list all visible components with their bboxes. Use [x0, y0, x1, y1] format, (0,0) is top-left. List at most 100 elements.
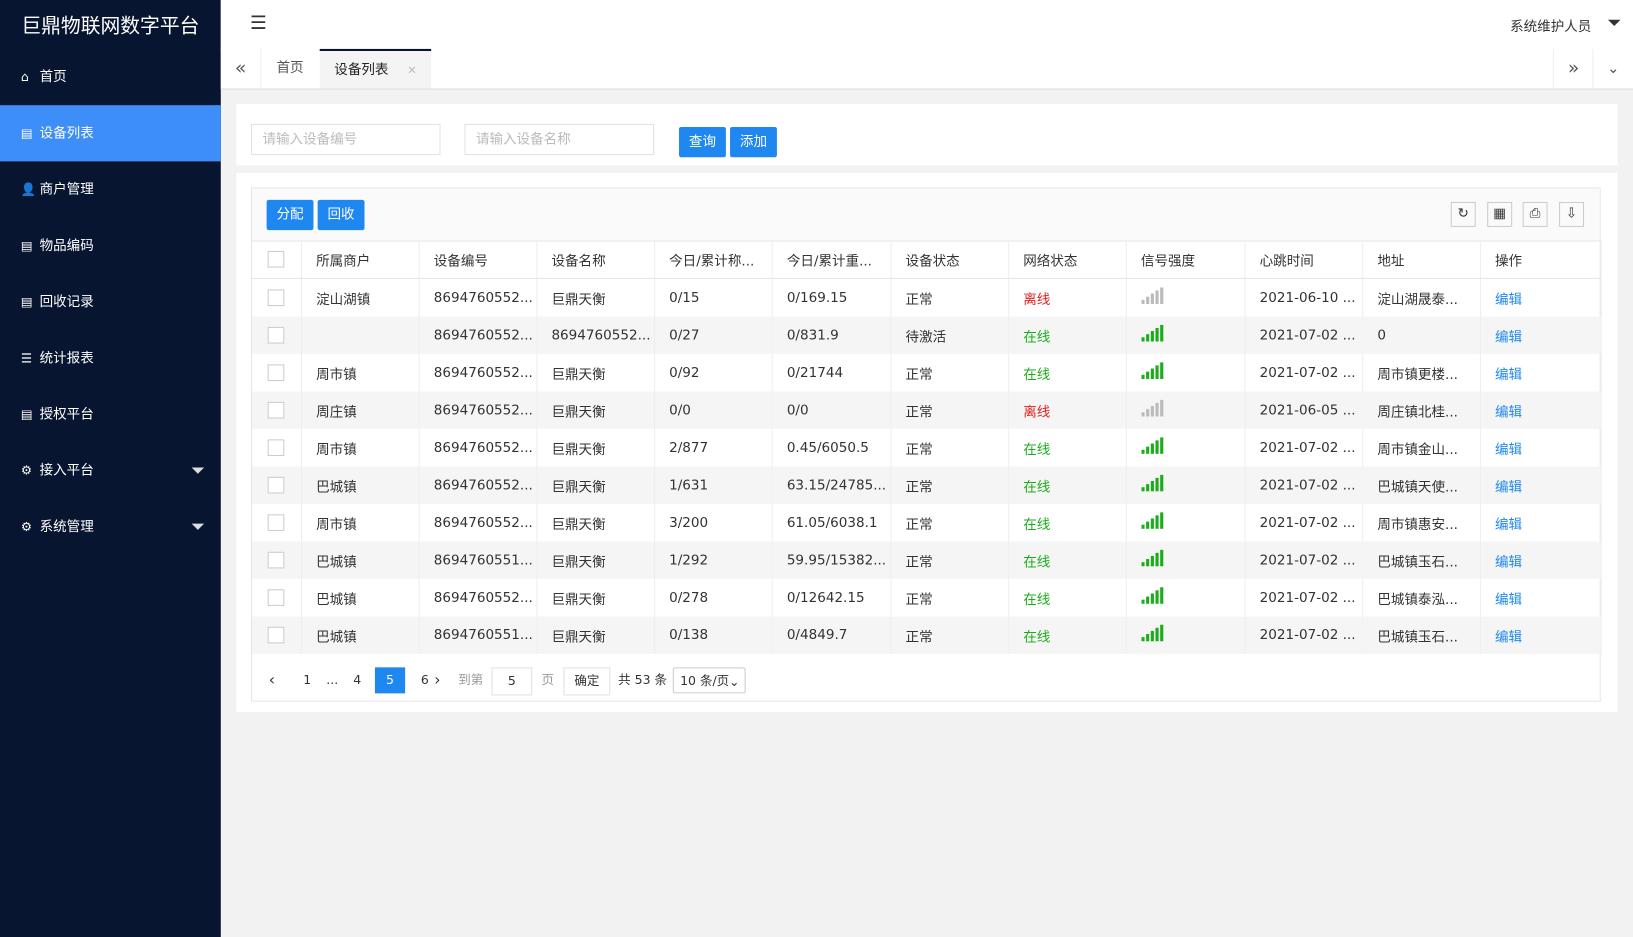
- search-card: 请输入设备编号 请输入设备名称 查询 添加: [236, 104, 1618, 166]
- recycle-button[interactable]: 回收: [317, 199, 365, 231]
- action-cell: 编辑: [1479, 278, 1602, 317]
- prev-page[interactable]: ‹: [268, 670, 275, 690]
- menu-item[interactable]: ⚙ 接入平台: [0, 442, 221, 498]
- address: 巴城镇天使...: [1377, 479, 1458, 496]
- export-icon[interactable]: ⇩: [1559, 201, 1585, 227]
- tab-next[interactable]: »: [1552, 48, 1594, 89]
- action[interactable]: 编辑: [1495, 591, 1523, 608]
- tab-menu[interactable]: ⌄: [1592, 48, 1633, 89]
- device-no-input[interactable]: 请输入设备编号: [250, 123, 441, 156]
- signal-bar: [1159, 587, 1163, 604]
- device-no-cell: 8694760552...: [418, 353, 537, 392]
- action[interactable]: 编辑: [1495, 366, 1523, 383]
- signal-bar: [1150, 406, 1154, 417]
- action[interactable]: 编辑: [1495, 441, 1523, 458]
- signal-bar: [1145, 559, 1149, 567]
- action[interactable]: 编辑: [1495, 479, 1523, 496]
- menu-item[interactable]: ⌂ 首页: [0, 49, 221, 105]
- count: 0/92: [669, 364, 700, 381]
- page-number[interactable]: 5: [374, 667, 406, 694]
- heartbeat-cell: 2021-07-02 ...: [1244, 616, 1363, 654]
- checkbox-cell: [252, 316, 302, 354]
- row-checkbox[interactable]: [267, 326, 285, 344]
- row-checkbox[interactable]: [267, 364, 285, 382]
- menu-item[interactable]: ▤ 物品编码: [0, 218, 221, 274]
- signal-bar: [1154, 627, 1159, 642]
- heartbeat: 2021-07-02 ...: [1259, 552, 1356, 568]
- confirm-button[interactable]: 确定: [563, 667, 611, 696]
- signal-icon: [1140, 287, 1163, 305]
- device-name: 巨鼎天衡: [551, 404, 606, 421]
- assign-button[interactable]: 分配: [266, 199, 314, 231]
- action[interactable]: 编辑: [1495, 629, 1523, 645]
- action-cell: 编辑: [1479, 466, 1602, 504]
- count: 0/278: [669, 589, 709, 606]
- status: 正常: [905, 441, 933, 458]
- merchant: 淀山湖镇: [316, 292, 371, 308]
- action[interactable]: 编辑: [1495, 404, 1523, 421]
- menu-item[interactable]: ▤ 授权平台: [0, 386, 221, 442]
- page-size-select[interactable]: 10 条/页 ⌄: [672, 667, 746, 694]
- address: 周市镇金山...: [1377, 441, 1458, 458]
- tab[interactable]: 设备列表 ✕: [319, 48, 432, 89]
- network-cell: 在线: [1008, 578, 1127, 617]
- row-checkbox[interactable]: [267, 626, 285, 644]
- select-arrow: ⌄: [728, 674, 740, 690]
- weight-cell: 0/21744: [771, 353, 891, 392]
- user-name[interactable]: 系统维护人员: [1510, 19, 1592, 36]
- action[interactable]: 编辑: [1495, 292, 1523, 308]
- menu-label: 系统管理: [39, 519, 94, 536]
- user-arrow[interactable]: [1607, 19, 1621, 32]
- device-name: 巨鼎天衡: [551, 441, 606, 458]
- row-checkbox[interactable]: [267, 589, 285, 606]
- signal-bar: [1145, 371, 1149, 379]
- goto-input[interactable]: 5: [491, 667, 533, 696]
- signal-cell: [1125, 391, 1246, 429]
- columns-icon[interactable]: ▦: [1487, 201, 1513, 227]
- menu-item[interactable]: ▤ 设备列表: [0, 105, 221, 162]
- action[interactable]: 编辑: [1495, 329, 1523, 346]
- menu-item[interactable]: ☰ 统计报表: [0, 330, 221, 386]
- row-checkbox[interactable]: [267, 551, 285, 569]
- device-name: 巨鼎天衡: [551, 629, 606, 645]
- tab-prev[interactable]: «: [221, 48, 262, 89]
- tab[interactable]: 首页: [260, 49, 319, 89]
- signal-icon: [1140, 624, 1163, 642]
- page-number[interactable]: 6: [420, 672, 429, 688]
- menu-item[interactable]: ▤ 回收记录: [0, 274, 221, 330]
- page-number[interactable]: 1: [303, 672, 312, 688]
- merchant-cell: 巴城镇: [300, 616, 420, 654]
- menu-item[interactable]: 👤 商户管理: [0, 161, 221, 217]
- status-cell: 正常: [890, 278, 1009, 317]
- action[interactable]: 编辑: [1495, 516, 1523, 533]
- select-all[interactable]: [267, 250, 285, 268]
- count: 0/27: [669, 327, 700, 344]
- action[interactable]: 编辑: [1495, 554, 1523, 571]
- menu-toggle[interactable]: ☰: [249, 12, 267, 35]
- row-checkbox[interactable]: [267, 476, 285, 494]
- row-checkbox[interactable]: [267, 401, 285, 419]
- action-cell: 编辑: [1479, 428, 1602, 467]
- signal-bar: [1140, 299, 1145, 305]
- signal-bar: [1154, 552, 1159, 567]
- print-icon[interactable]: ⎙: [1522, 201, 1548, 227]
- row-checkbox[interactable]: [267, 514, 285, 531]
- refresh-icon[interactable]: ↻: [1450, 201, 1476, 227]
- menu-icon: ⚙: [20, 519, 33, 535]
- search-button[interactable]: 查询: [679, 127, 726, 158]
- page-number[interactable]: 4: [353, 672, 362, 688]
- address-cell: 巴城镇玉石...: [1362, 616, 1481, 654]
- row-checkbox[interactable]: [267, 439, 285, 457]
- menu-item[interactable]: ⚙ 系统管理: [0, 499, 221, 555]
- signal-icon: [1140, 324, 1163, 342]
- tab-close[interactable]: ✕: [407, 63, 417, 78]
- add-button[interactable]: 添加: [730, 127, 777, 158]
- signal-bar: [1159, 512, 1163, 529]
- heartbeat-cell: 2021-07-02 ...: [1244, 316, 1363, 354]
- next-page[interactable]: ›: [434, 670, 441, 690]
- signal-bar: [1154, 440, 1159, 454]
- signal-bar: [1159, 474, 1163, 492]
- status: 正常: [905, 404, 933, 421]
- device-name-input[interactable]: 请输入设备名称: [464, 123, 655, 156]
- row-checkbox[interactable]: [267, 289, 285, 307]
